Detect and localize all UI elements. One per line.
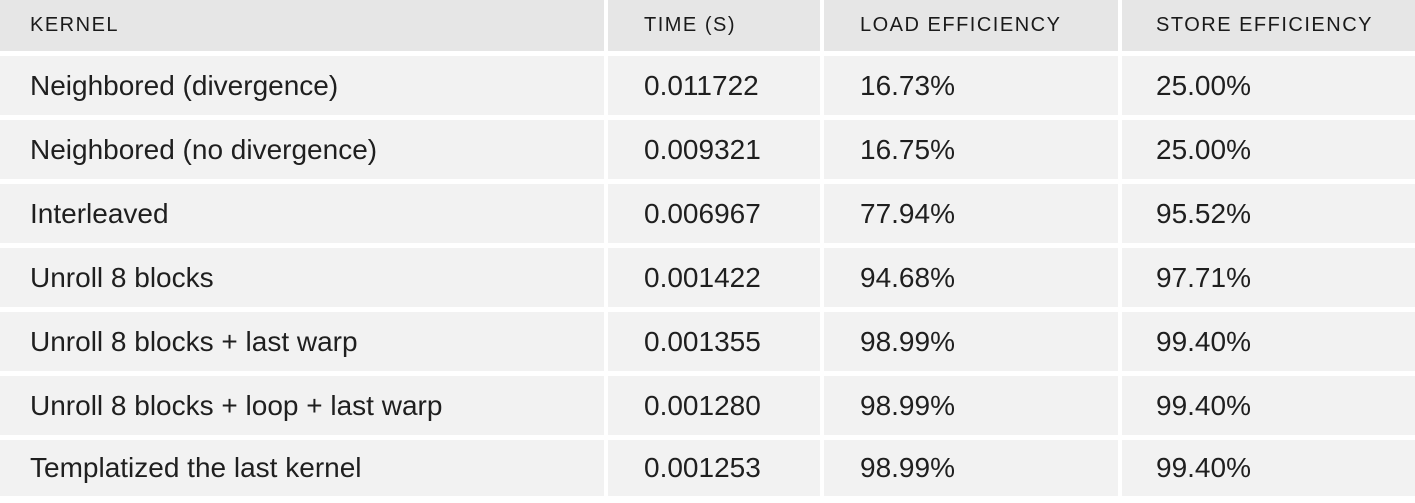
time-cell: 0.001422: [604, 248, 820, 312]
table-row: Neighbored (divergence) 0.011722 16.73% …: [0, 56, 1415, 120]
store-efficiency-cell: 25.00%: [1118, 120, 1415, 184]
load-efficiency-cell: 98.99%: [820, 312, 1118, 376]
table-row: Interleaved 0.006967 77.94% 95.52%: [0, 184, 1415, 248]
time-cell: 0.001253: [604, 440, 820, 496]
column-header-store-efficiency: STORE EFFICIENCY: [1118, 0, 1415, 56]
load-efficiency-cell: 77.94%: [820, 184, 1118, 248]
kernel-cell: Neighbored (divergence): [0, 56, 604, 120]
store-efficiency-cell: 25.00%: [1118, 56, 1415, 120]
column-header-kernel: KERNEL: [0, 0, 604, 56]
column-header-time: TIME (S): [604, 0, 820, 56]
kernel-cell: Unroll 8 blocks: [0, 248, 604, 312]
kernel-cell: Unroll 8 blocks + loop + last warp: [0, 376, 604, 440]
table-row: Neighbored (no divergence) 0.009321 16.7…: [0, 120, 1415, 184]
kernel-cell: Neighbored (no divergence): [0, 120, 604, 184]
store-efficiency-cell: 97.71%: [1118, 248, 1415, 312]
table-row: Unroll 8 blocks + last warp 0.001355 98.…: [0, 312, 1415, 376]
time-cell: 0.001355: [604, 312, 820, 376]
table-row: Unroll 8 blocks + loop + last warp 0.001…: [0, 376, 1415, 440]
store-efficiency-cell: 99.40%: [1118, 312, 1415, 376]
table-header: KERNEL TIME (S) LOAD EFFICIENCY STORE EF…: [0, 0, 1415, 56]
header-row: KERNEL TIME (S) LOAD EFFICIENCY STORE EF…: [0, 0, 1415, 56]
table-body: Neighbored (divergence) 0.011722 16.73% …: [0, 56, 1415, 496]
load-efficiency-cell: 98.99%: [820, 376, 1118, 440]
time-cell: 0.006967: [604, 184, 820, 248]
load-efficiency-cell: 94.68%: [820, 248, 1118, 312]
store-efficiency-cell: 99.40%: [1118, 440, 1415, 496]
table-row: Templatized the last kernel 0.001253 98.…: [0, 440, 1415, 496]
kernel-cell: Interleaved: [0, 184, 604, 248]
table-row: Unroll 8 blocks 0.001422 94.68% 97.71%: [0, 248, 1415, 312]
store-efficiency-cell: 99.40%: [1118, 376, 1415, 440]
load-efficiency-cell: 98.99%: [820, 440, 1118, 496]
time-cell: 0.009321: [604, 120, 820, 184]
time-cell: 0.001280: [604, 376, 820, 440]
load-efficiency-cell: 16.75%: [820, 120, 1118, 184]
column-header-load-efficiency: LOAD EFFICIENCY: [820, 0, 1118, 56]
store-efficiency-cell: 95.52%: [1118, 184, 1415, 248]
kernel-cell: Unroll 8 blocks + last warp: [0, 312, 604, 376]
load-efficiency-cell: 16.73%: [820, 56, 1118, 120]
time-cell: 0.011722: [604, 56, 820, 120]
kernel-cell: Templatized the last kernel: [0, 440, 604, 496]
